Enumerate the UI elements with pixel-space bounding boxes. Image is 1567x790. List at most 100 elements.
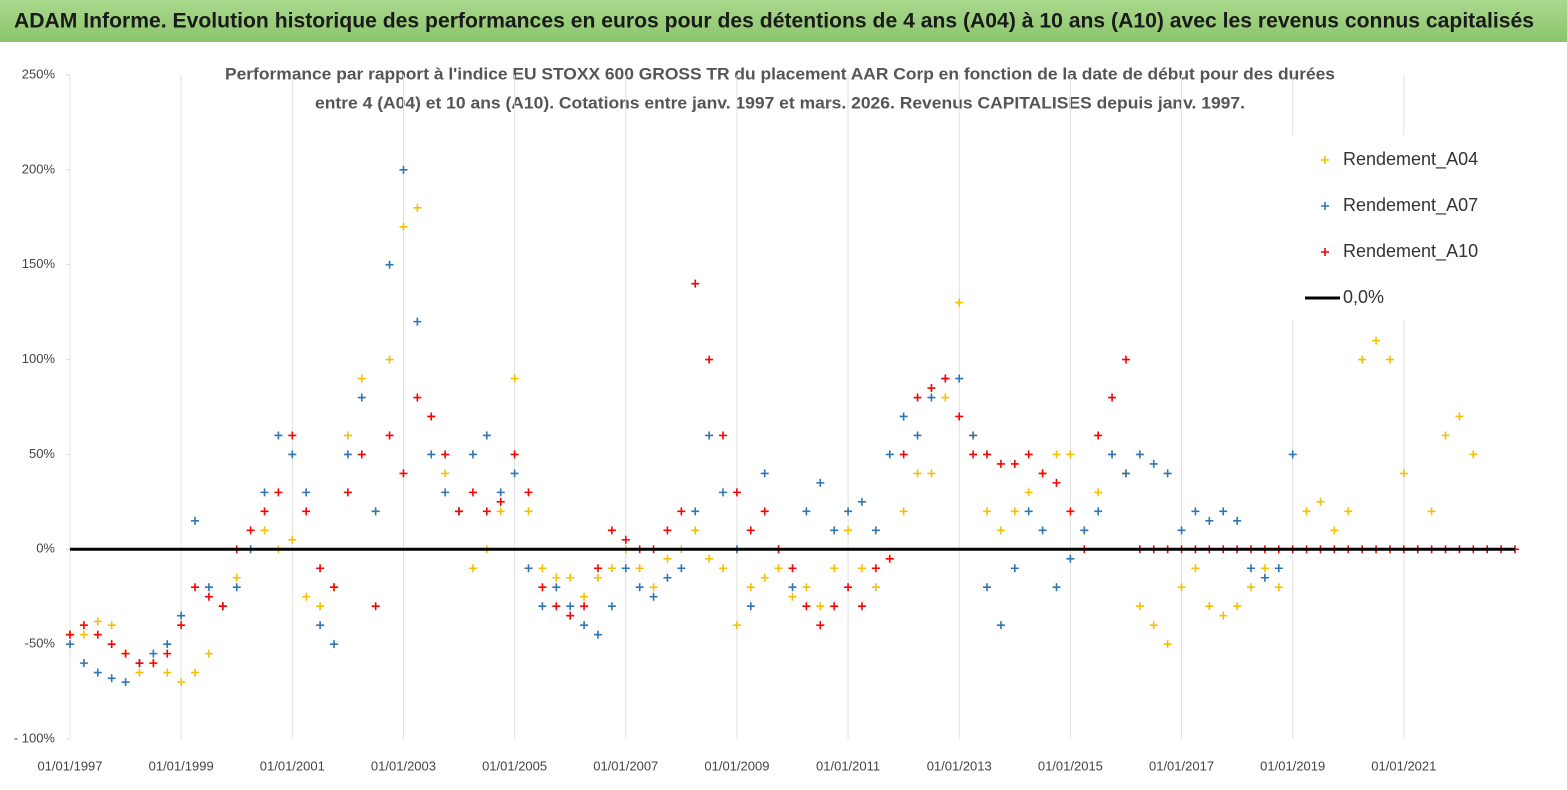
point [969,450,978,459]
point [830,564,839,573]
point [1260,573,1269,582]
point [1205,516,1214,525]
point [691,507,700,516]
point [552,573,561,582]
point [1038,526,1047,535]
point [649,583,658,592]
point [79,630,88,639]
point [316,621,325,630]
point [343,488,352,497]
legend-label: Rendement_A07 [1343,195,1478,216]
point [691,279,700,288]
point [788,592,797,601]
x-tick-label: 01/01/2019 [1260,758,1325,773]
point [496,497,505,506]
point [177,621,186,630]
point [635,583,644,592]
point [218,602,227,611]
point [871,583,880,592]
point [385,431,394,440]
point [1469,450,1478,459]
point [1399,469,1408,478]
chart-title: ADAM Informe. Evolution historique des p… [14,10,1534,33]
point [913,431,922,440]
point [1233,602,1242,611]
point [93,668,102,677]
point [1052,450,1061,459]
point [135,659,144,668]
point [802,507,811,516]
point [163,640,172,649]
point [316,602,325,611]
point [927,384,936,393]
point [191,668,200,677]
point [844,507,853,516]
point [663,554,672,563]
point [343,450,352,459]
point [816,621,825,630]
point [871,526,880,535]
point [468,564,477,573]
point [1094,431,1103,440]
point [677,507,686,516]
point [79,621,88,630]
point [329,583,338,592]
point [899,507,908,516]
point [316,564,325,573]
point [663,573,672,582]
point [816,478,825,487]
point [649,592,658,601]
point [274,488,283,497]
point [983,583,992,592]
point [885,554,894,563]
point [788,583,797,592]
point [1247,564,1256,573]
point [1316,497,1325,506]
point [899,412,908,421]
point [871,564,880,573]
chart-subtitle: Performance par rapport à l'indice EU ST… [225,64,1335,83]
point [246,526,255,535]
point [1052,583,1061,592]
point [1108,450,1117,459]
point [427,412,436,421]
point [427,450,436,459]
point [107,640,116,649]
point [288,431,297,440]
point [1010,507,1019,516]
point [107,674,116,683]
point [538,583,547,592]
point [1066,554,1075,563]
point [802,602,811,611]
point [1219,611,1228,620]
point [705,431,714,440]
point [441,469,450,478]
point [357,374,366,383]
point [913,393,922,402]
legend-marker [1321,156,1329,164]
point [329,640,338,649]
point [413,393,422,402]
point [593,573,602,582]
point [857,602,866,611]
point [816,602,825,611]
point [996,526,1005,535]
x-tick-label: 01/01/2011 [816,758,880,773]
point [455,507,464,516]
point [830,526,839,535]
point [302,592,311,601]
point [496,488,505,497]
point [1247,583,1256,592]
point [1344,507,1353,516]
x-tick-label: 01/01/2017 [1149,758,1214,773]
point [1274,564,1283,573]
point [1358,355,1367,364]
point [788,564,797,573]
y-tick-label: 100% [22,351,56,366]
point [566,573,575,582]
point [663,526,672,535]
point [607,564,616,573]
point [1274,583,1283,592]
point [302,488,311,497]
